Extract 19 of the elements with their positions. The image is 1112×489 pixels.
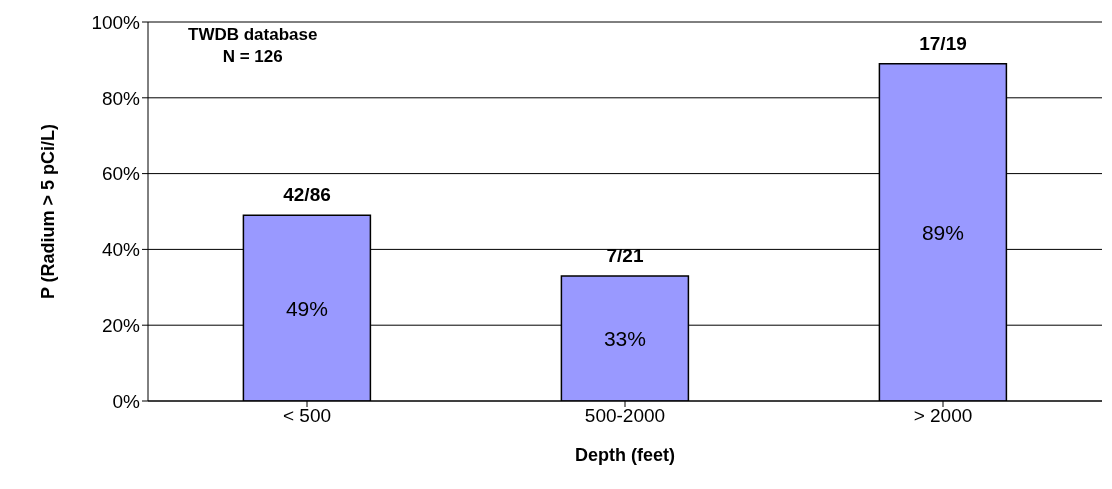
data-label: 89% [921,220,964,244]
annotation: 17/19 [919,32,967,54]
x-tick-label: < 500 [282,405,332,427]
annotation: 7/21 [606,244,644,266]
y-tick-label: 60% [101,163,141,185]
y-axis-title: P (Radium > 5 pCi/L) [38,123,59,300]
data-label: 33% [603,326,646,350]
data-label: 49% [285,296,328,320]
x-tick-label: > 2000 [913,405,973,427]
annotation: 42/86 [283,184,331,206]
y-tick-label: 100% [91,11,141,33]
x-axis-title: Depth (feet) [575,445,675,465]
y-tick-label: 20% [101,314,141,336]
annotation: TWDB database [188,24,318,46]
y-tick-label: 80% [101,87,141,109]
x-tick-label: 500-2000 [584,405,666,427]
y-tick-label: 40% [101,239,141,261]
annotation: N = 126 [221,46,284,68]
y-tick-label: 0% [112,390,141,412]
